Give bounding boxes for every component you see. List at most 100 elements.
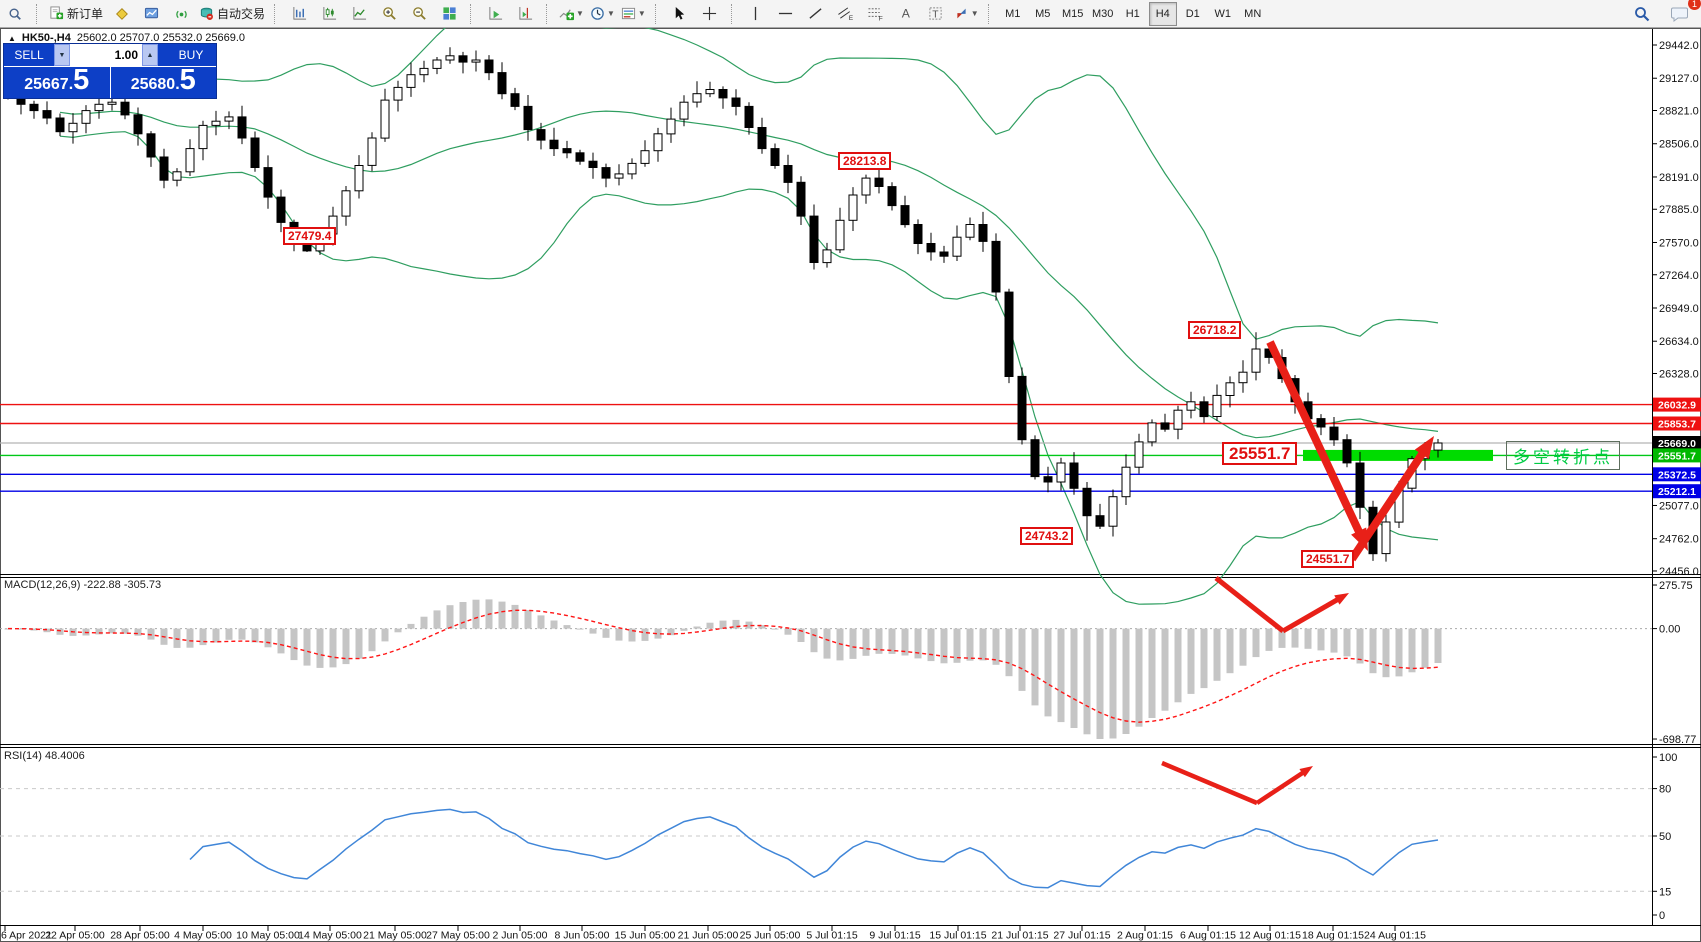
timeframe-bar: M1 M5 M15 M30 H1 H4 D1 W1 MN: [998, 0, 1268, 27]
svg-text:24 Aug 01:15: 24 Aug 01:15: [1364, 930, 1426, 942]
zoom-in-button[interactable]: [374, 1, 404, 27]
cursor-tool-button[interactable]: [665, 1, 695, 27]
vertical-line-icon: [748, 6, 763, 21]
svg-text:21 Jun 05:00: 21 Jun 05:00: [678, 930, 739, 942]
indicators-button[interactable]: ▼: [556, 1, 587, 27]
search-button[interactable]: [1627, 1, 1657, 27]
dropdown-caret-icon: ▼: [970, 9, 979, 18]
volume-decrement-button[interactable]: ▼: [54, 44, 70, 66]
templates-button[interactable]: ▼: [618, 1, 649, 27]
price-axis: 29442.0 29127.0 28821.0 28506.0 28191.0 27885…: [1652, 40, 1699, 922]
macd-histogram: [4, 599, 1442, 739]
chart-window-button[interactable]: [136, 1, 166, 27]
svg-text:9 Jul 01:15: 9 Jul 01:15: [869, 930, 921, 942]
signals-button[interactable]: [166, 1, 196, 27]
horizontal-line-tool-button[interactable]: [771, 1, 801, 27]
chart-shift-icon: [518, 6, 533, 21]
svg-text:28 Apr 05:00: 28 Apr 05:00: [110, 930, 170, 942]
timeframe-W1[interactable]: W1: [1214, 7, 1231, 20]
svg-text:26949.0: 26949.0: [1659, 303, 1699, 315]
timeframe-M30[interactable]: M30: [1092, 7, 1114, 20]
clock-icon: [590, 6, 605, 21]
print-preview-button[interactable]: [0, 1, 30, 27]
svg-text:29127.0: 29127.0: [1659, 73, 1699, 85]
svg-text:15 Jun 05:00: 15 Jun 05:00: [615, 930, 676, 942]
zoom-out-button[interactable]: [404, 1, 434, 27]
text-label-tool-button[interactable]: T: [921, 1, 951, 27]
arrows-tool-button[interactable]: ▼: [951, 1, 982, 27]
svg-text:22 Apr 05:00: 22 Apr 05:00: [45, 930, 105, 942]
new-order-button[interactable]: 新订单: [46, 1, 106, 27]
fibonacci-tool-button[interactable]: F: [861, 1, 891, 27]
svg-text:26328.0: 26328.0: [1659, 368, 1699, 380]
market-watch-button[interactable]: [106, 1, 136, 27]
svg-text:28191.0: 28191.0: [1659, 172, 1699, 184]
svg-text:25853.7: 25853.7: [1658, 419, 1696, 431]
chart-shift-button[interactable]: [510, 1, 540, 27]
timeframe-H1[interactable]: H1: [1125, 7, 1140, 20]
auto-scroll-icon: [488, 6, 503, 21]
timeframe-H4[interactable]: H4: [1148, 1, 1177, 26]
buy-button[interactable]: BUY: [178, 48, 204, 62]
timeframe-D1[interactable]: D1: [1185, 7, 1200, 20]
bar-chart-icon: [292, 6, 307, 21]
text-tool-button[interactable]: A: [891, 1, 921, 27]
rsi-line: [189, 808, 1439, 889]
candlestick-mode-button[interactable]: [314, 1, 344, 27]
svg-text:6 Aug 01:15: 6 Aug 01:15: [1180, 930, 1236, 942]
svg-text:80: 80: [1659, 784, 1671, 796]
trendline-tool-button[interactable]: [801, 1, 831, 27]
toolbar-separator: [36, 3, 42, 24]
timeframe-M5[interactable]: M5: [1035, 7, 1051, 20]
svg-text:E: E: [849, 15, 854, 21]
chart-canvas[interactable]: 29442.0 29127.0 28821.0 28506.0 28191.0 27885…: [0, 28, 1701, 942]
volume-input[interactable]: 1.00: [70, 44, 142, 66]
timeframe-MN[interactable]: MN: [1244, 7, 1262, 20]
svg-text:24456.0: 24456.0: [1659, 566, 1699, 578]
chat-button[interactable]: [1665, 1, 1695, 27]
svg-text:27885.0: 27885.0: [1659, 204, 1699, 216]
svg-text:4 May 05:00: 4 May 05:00: [174, 930, 232, 942]
svg-text:100: 100: [1659, 752, 1677, 764]
buy-price[interactable]: 25680. 5: [130, 64, 196, 96]
search-icon: [1634, 6, 1650, 22]
support-bar[interactable]: [1303, 449, 1493, 461]
crosshair-tool-button[interactable]: [695, 1, 725, 27]
sell-price[interactable]: 25667. 5: [4, 66, 111, 98]
price-annotation: 27479.4: [283, 227, 337, 245]
trend-arrows[interactable]: [1161, 340, 1434, 806]
horizontal-line-icon: [778, 6, 793, 21]
svg-text:5 Jul 01:15: 5 Jul 01:15: [806, 930, 858, 942]
periods-button[interactable]: ▼: [587, 1, 618, 27]
line-chart-mode-button[interactable]: [344, 1, 374, 27]
timeframe-M1[interactable]: M1: [1005, 7, 1021, 20]
auto-trading-button[interactable]: 自动交易: [196, 1, 268, 27]
svg-text:15: 15: [1659, 886, 1671, 898]
svg-text:15 Jul 01:15: 15 Jul 01:15: [929, 930, 986, 942]
price-annotation: 25551.7: [1222, 442, 1298, 465]
svg-text:8 Jun 05:00: 8 Jun 05:00: [555, 930, 610, 942]
svg-text:14 May 05:00: 14 May 05:00: [298, 930, 362, 942]
arrows-icon: [954, 6, 969, 21]
rsi-indicator-label: RSI(14) 48.4006: [4, 750, 85, 762]
svg-text:6 Apr 2021: 6 Apr 2021: [1, 930, 52, 942]
turning-point-note: 多空转折点: [1506, 441, 1620, 470]
bar-chart-mode-button[interactable]: [284, 1, 314, 27]
svg-text:25 Jun 05:00: 25 Jun 05:00: [740, 930, 801, 942]
auto-scroll-button[interactable]: [480, 1, 510, 27]
equidistant-channel-tool-button[interactable]: E: [831, 1, 861, 27]
yellow-tag-icon: [114, 6, 129, 21]
vertical-line-tool-button[interactable]: [741, 1, 771, 27]
volume-increment-button[interactable]: ▲: [142, 44, 158, 66]
tile-windows-button[interactable]: [434, 1, 464, 27]
timeframe-M15[interactable]: M15: [1062, 7, 1084, 20]
dropdown-caret-icon: ▼: [637, 9, 646, 18]
svg-text:25077.0: 25077.0: [1659, 500, 1699, 512]
zoom-out-icon: [412, 6, 427, 21]
svg-text:28506.0: 28506.0: [1659, 139, 1699, 151]
svg-text:26634.0: 26634.0: [1659, 336, 1699, 348]
chat-bubble-icon: [1671, 6, 1689, 22]
svg-text:24762.0: 24762.0: [1659, 534, 1699, 546]
sell-button[interactable]: SELL: [14, 48, 44, 62]
